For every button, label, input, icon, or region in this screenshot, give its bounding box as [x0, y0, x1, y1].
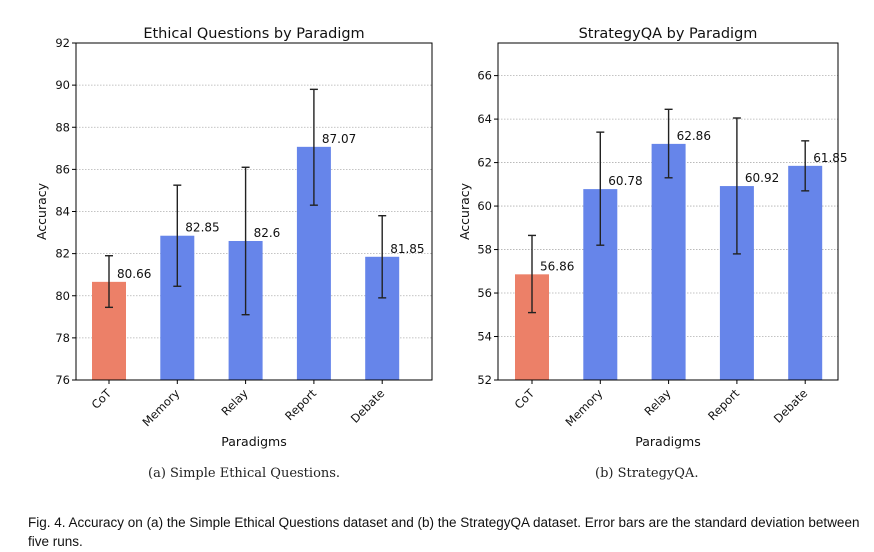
y-tick-label: 86 [55, 162, 70, 176]
x-tick-label: Relay [218, 386, 250, 418]
axes-frame [75, 42, 433, 381]
x-tick-label: Memory [139, 386, 182, 429]
data-label: 61.85 [813, 151, 847, 165]
y-tick-label: 90 [55, 78, 70, 92]
figure-caption: Fig. 4. Accuracy on (a) the Simple Ethic… [28, 513, 868, 551]
data-label: 81.85 [390, 242, 424, 256]
data-label: 60.92 [745, 171, 779, 185]
y-axis-label: Accuracy [457, 182, 472, 240]
y-tick-label: 64 [477, 112, 492, 126]
y-tick-label: 60 [477, 199, 492, 213]
y-tick-label: 76 [55, 373, 70, 387]
x-tick-label: Report [282, 386, 319, 423]
x-axis-label: Paradigms [221, 434, 286, 449]
data-label: 87.07 [322, 132, 356, 146]
data-label: 82.85 [185, 221, 219, 235]
y-tick-label: 52 [477, 373, 492, 387]
chart-title: StrategyQA by Paradigm [579, 26, 758, 42]
y-axis-label: Accuracy [34, 182, 49, 240]
data-label: 56.86 [540, 259, 574, 273]
chart-title: Ethical Questions by Paradigm [143, 26, 364, 42]
x-tick-label: Memory [562, 386, 605, 429]
figure-caption-text: Accuracy on (a) the Simple Ethical Quest… [28, 515, 860, 549]
y-tick-label: 82 [55, 247, 70, 261]
x-tick-label: Relay [641, 386, 673, 418]
y-tick-label: 56 [477, 286, 492, 300]
chart-strategyqa: 52 54 56 58 60 62 64 66 56.86 CoT 60.78 Memory 62.86… [457, 26, 848, 449]
y-tick-label: 92 [55, 36, 70, 50]
y-tick-label: 88 [55, 120, 70, 134]
y-tick-label: 80 [55, 289, 70, 303]
y-tick-label: 62 [477, 156, 492, 170]
subfigure-b-caption: (b) StrategyQA. [595, 466, 699, 481]
data-label: 82.6 [254, 226, 281, 240]
axes-frame [497, 42, 839, 381]
y-tick-label: 58 [477, 243, 492, 257]
chart-ethical: 76 78 80 82 84 86 88 90 92 80.66 CoT 82.85 Memory 82.… [34, 26, 433, 449]
figure-charts: 76 78 80 82 84 86 88 90 92 80.66 CoT 82.85 Memory 82.… [34, 26, 848, 449]
x-tick-label: Debate [348, 386, 388, 426]
y-tick-label: 78 [55, 331, 70, 345]
x-tick-label: CoT [512, 386, 538, 412]
x-tick-label: Report [705, 386, 742, 423]
bar-relay [651, 143, 686, 380]
y-tick-label: 54 [477, 330, 492, 344]
bar-debate [788, 165, 823, 380]
data-label: 80.66 [117, 267, 151, 281]
y-tick-label: 84 [55, 205, 70, 219]
x-axis-label: Paradigms [635, 434, 700, 449]
data-label: 62.86 [677, 129, 711, 143]
data-label: 60.78 [608, 174, 642, 188]
x-tick-label: CoT [89, 386, 115, 412]
y-tick-label: 66 [477, 69, 492, 83]
x-tick-label: Debate [771, 386, 811, 426]
subfigure-a-caption: (a) Simple Ethical Questions. [148, 466, 341, 481]
figure-caption-label: Fig. 4. [28, 515, 66, 530]
